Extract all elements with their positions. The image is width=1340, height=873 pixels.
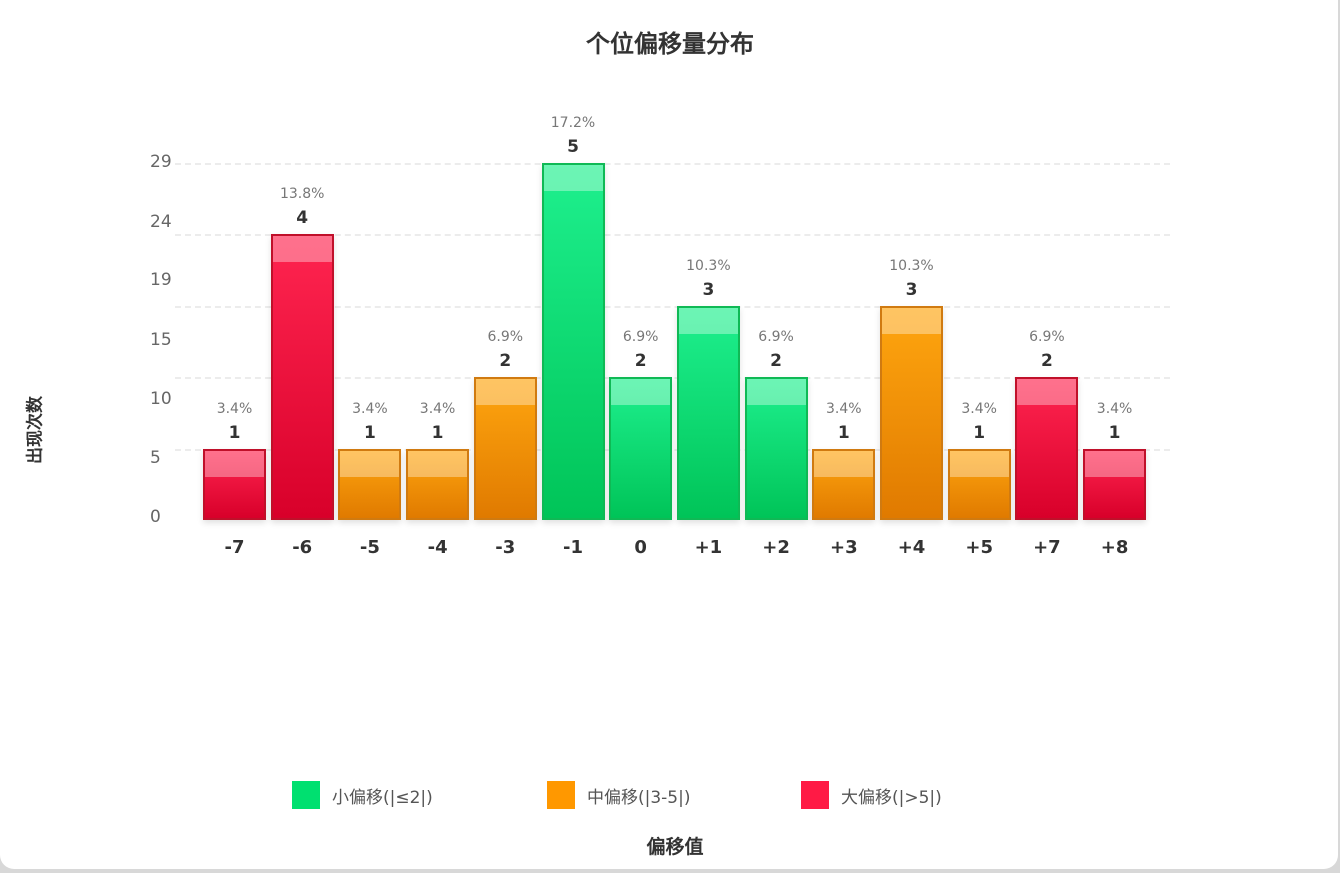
bar-+5[interactable] — [947, 448, 1011, 520]
bar-count-label: 1 — [1108, 422, 1121, 443]
bar-count-label: 1 — [363, 422, 376, 443]
bar-count-label: 3 — [905, 279, 918, 300]
bar-highlight — [543, 165, 603, 191]
x-axis-title: 偏移值 — [646, 836, 704, 858]
y-tick-label: 10 — [150, 389, 172, 409]
x-tick-label: +8 — [1100, 537, 1129, 558]
bar-+3[interactable] — [812, 448, 876, 520]
bar-count-label: 1 — [431, 422, 444, 443]
legend-item-mid[interactable]: 中偏移(|3-5|) — [547, 781, 691, 809]
y-tick-label: 29 — [150, 152, 172, 172]
y-tick-label: 15 — [150, 330, 172, 350]
bar-count-label: 3 — [702, 279, 715, 300]
x-tick-label: -5 — [359, 537, 380, 558]
x-tick-label: +1 — [694, 537, 723, 558]
gridline — [175, 305, 1170, 308]
y-tick-label: 19 — [150, 270, 172, 290]
bar-highlight — [611, 379, 671, 406]
bar-percent-label: 3.4% — [961, 400, 997, 417]
bar-percent-label: 6.9% — [1029, 329, 1065, 346]
chart-title: 个位偏移量分布 — [586, 30, 754, 58]
bar-count-label: 2 — [499, 351, 512, 372]
bar-percent-label: 3.4% — [826, 400, 862, 417]
bar-+2[interactable] — [744, 377, 808, 520]
legend-label: 小偏移(|≤2|) — [332, 787, 433, 808]
bar-percent-label: 6.9% — [487, 329, 524, 346]
bar-+1[interactable] — [676, 305, 740, 520]
bar-+7[interactable] — [1015, 377, 1079, 520]
bar--4[interactable] — [406, 448, 470, 520]
y-tick-label: 5 — [150, 448, 161, 468]
bar-highlight — [746, 379, 806, 406]
bar-0[interactable] — [609, 377, 673, 520]
bar-percent-label: 3.4% — [1096, 400, 1133, 417]
legend-item-large[interactable]: 大偏移(|>5|) — [801, 781, 942, 809]
bar-count-label: 1 — [973, 422, 986, 443]
x-tick-label: +7 — [1033, 537, 1061, 558]
legend-swatch-icon — [292, 781, 320, 809]
x-tick-label: +5 — [965, 537, 993, 558]
bar-+8[interactable] — [1083, 448, 1147, 520]
bar--7[interactable] — [203, 448, 266, 520]
bar-percent-label: 3.4% — [419, 400, 456, 417]
gridline — [175, 377, 1170, 380]
x-tick-label: 0 — [634, 537, 647, 558]
bar-highlight — [475, 379, 535, 406]
bar-highlight — [882, 307, 941, 334]
bar-highlight — [949, 450, 1009, 477]
bar-count-label: 4 — [296, 208, 309, 229]
x-tick-label: -6 — [292, 537, 313, 558]
bar--3[interactable] — [473, 377, 537, 520]
bar-percent-label: 6.9% — [758, 329, 794, 346]
bar-highlight — [814, 450, 874, 477]
legend-swatch-icon — [547, 781, 575, 809]
bar-percent-label: 6.9% — [622, 329, 659, 346]
legend-label: 中偏移(|3-5|) — [587, 787, 691, 808]
x-tick-label: -3 — [495, 537, 516, 558]
bar-percent-label: 3.4% — [216, 400, 253, 417]
bar-percent-label: 3.4% — [352, 400, 388, 417]
bar-percent-label: 17.2% — [550, 115, 596, 131]
x-tick-label: -4 — [427, 537, 448, 558]
bar-count-label: 1 — [837, 422, 850, 443]
bar-highlight — [1085, 450, 1145, 477]
bar--5[interactable] — [338, 448, 402, 520]
bar--1[interactable] — [541, 163, 605, 520]
bar-highlight — [272, 236, 332, 263]
bar-percent-label: 13.8% — [279, 186, 325, 203]
legend: 小偏移(|≤2|) 中偏移(|3-5|) 大偏移(|>5|) — [0, 781, 1338, 813]
bar-highlight — [205, 450, 264, 477]
x-tick-label: +2 — [762, 537, 790, 558]
legend-item-small[interactable]: 小偏移(|≤2|) — [292, 781, 433, 809]
x-tick-label: +4 — [897, 537, 926, 558]
y-tick-label: 24 — [150, 212, 172, 232]
bar-count-label: 2 — [634, 351, 647, 372]
x-tick-label: +3 — [829, 537, 858, 558]
legend-label: 大偏移(|>5|) — [841, 787, 942, 808]
bar-percent-label: 10.3% — [889, 257, 934, 274]
bar-highlight — [340, 450, 400, 477]
bar-highlight — [1017, 379, 1077, 406]
bar-count-label: 2 — [1040, 351, 1053, 372]
plot-area: 0 5 10 15 19 24 29 1 3.4% -7 4 13.8% -6 1 3.4% -5 1 3.4% -… — [150, 115, 1170, 558]
legend-swatch-icon — [801, 781, 829, 809]
bar--6[interactable] — [270, 234, 334, 520]
bar-+4[interactable] — [880, 305, 943, 520]
bar-highlight — [408, 450, 468, 477]
bar-count-label: 2 — [770, 351, 783, 372]
gridline — [175, 234, 1170, 237]
bar-highlight — [678, 307, 738, 334]
x-tick-label: -7 — [224, 537, 245, 558]
bar-percent-label: 10.3% — [686, 257, 731, 274]
y-tick-label: 0 — [150, 507, 161, 527]
bar-count-label: 1 — [228, 422, 241, 443]
x-tick-label: -1 — [563, 537, 583, 558]
bar-count-label: 5 — [567, 137, 579, 157]
gridline — [175, 163, 1170, 165]
gridline — [175, 448, 1170, 451]
